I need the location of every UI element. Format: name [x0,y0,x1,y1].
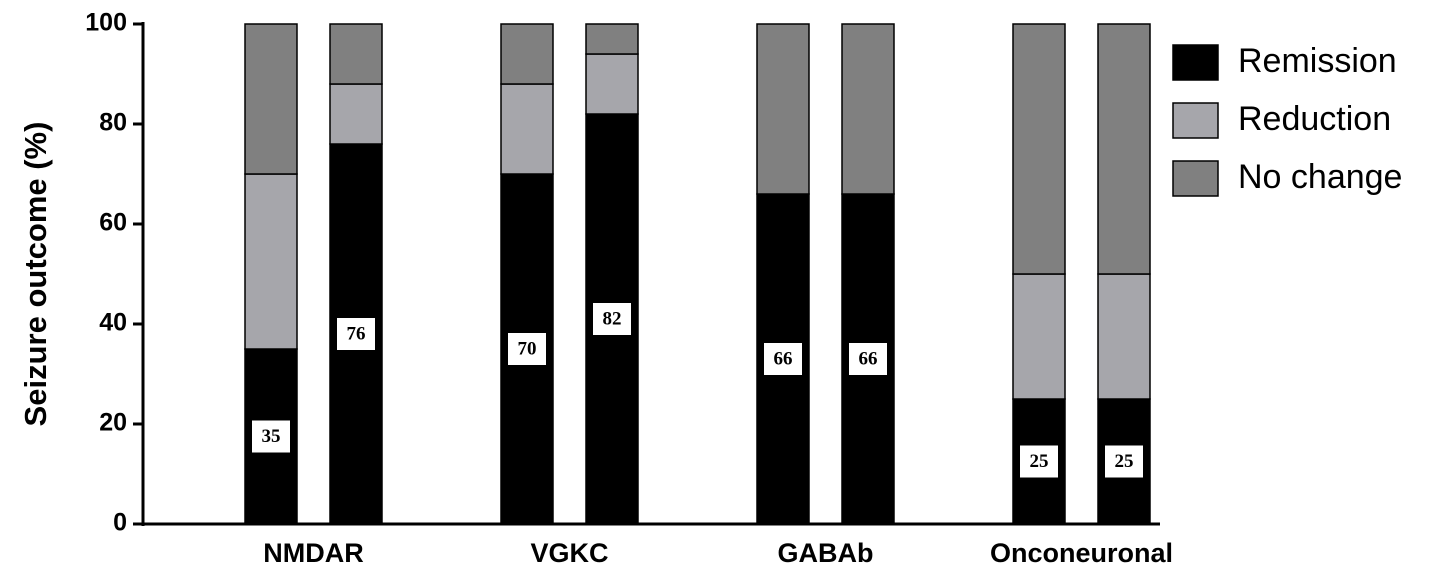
legend-label: Remission [1238,42,1397,80]
data-label: 70 [518,338,537,359]
bar-segment [500,23,554,85]
bar-segment [841,23,895,195]
data-label-box [764,343,802,375]
data-label-box [252,420,290,453]
bar-segment [329,83,383,145]
y-tick-label: 80 [99,109,127,137]
bar-segment [244,173,298,350]
bar-segment [585,53,639,115]
bar-segment [756,23,810,195]
y-tick-label: 0 [113,509,127,537]
legend-swatch [1172,102,1219,139]
data-label-box [849,343,887,375]
data-label-box [508,333,546,365]
x-tick-label: VGKC [530,538,608,568]
y-axis-label: Seizure outcome (%) [18,122,53,427]
bar-segment [1012,273,1066,400]
x-tick-label: Onconeuronal [990,538,1173,568]
y-tick-label: 100 [85,9,127,37]
bar-segment [329,23,383,85]
legend-swatch [1172,160,1219,197]
y-tick-label: 20 [99,409,127,437]
y-tick-label: 40 [99,309,127,337]
data-label-box [1020,445,1058,478]
bar-segment [1097,23,1151,275]
legend-label: Reduction [1238,100,1391,138]
x-tick-label: GABAb [778,538,874,568]
y-tick-label: 60 [99,209,127,237]
data-label: 25 [1030,451,1049,472]
data-label: 35 [262,426,281,447]
bar-segment [1097,273,1151,400]
data-label: 76 [347,323,366,344]
legend-swatch [1172,44,1219,81]
data-label: 66 [859,348,878,369]
bar-segment [585,23,639,55]
data-label-box [593,303,631,335]
data-label: 66 [774,348,793,369]
data-label-box [1105,445,1143,478]
data-label-box [337,318,375,350]
bar-segment [500,83,554,175]
bar-segment [244,23,298,175]
data-label: 25 [1115,451,1134,472]
bar-segment [1012,23,1066,275]
legend-label: No change [1238,158,1402,196]
data-label: 82 [603,308,622,329]
x-tick-label: NMDAR [263,538,364,568]
